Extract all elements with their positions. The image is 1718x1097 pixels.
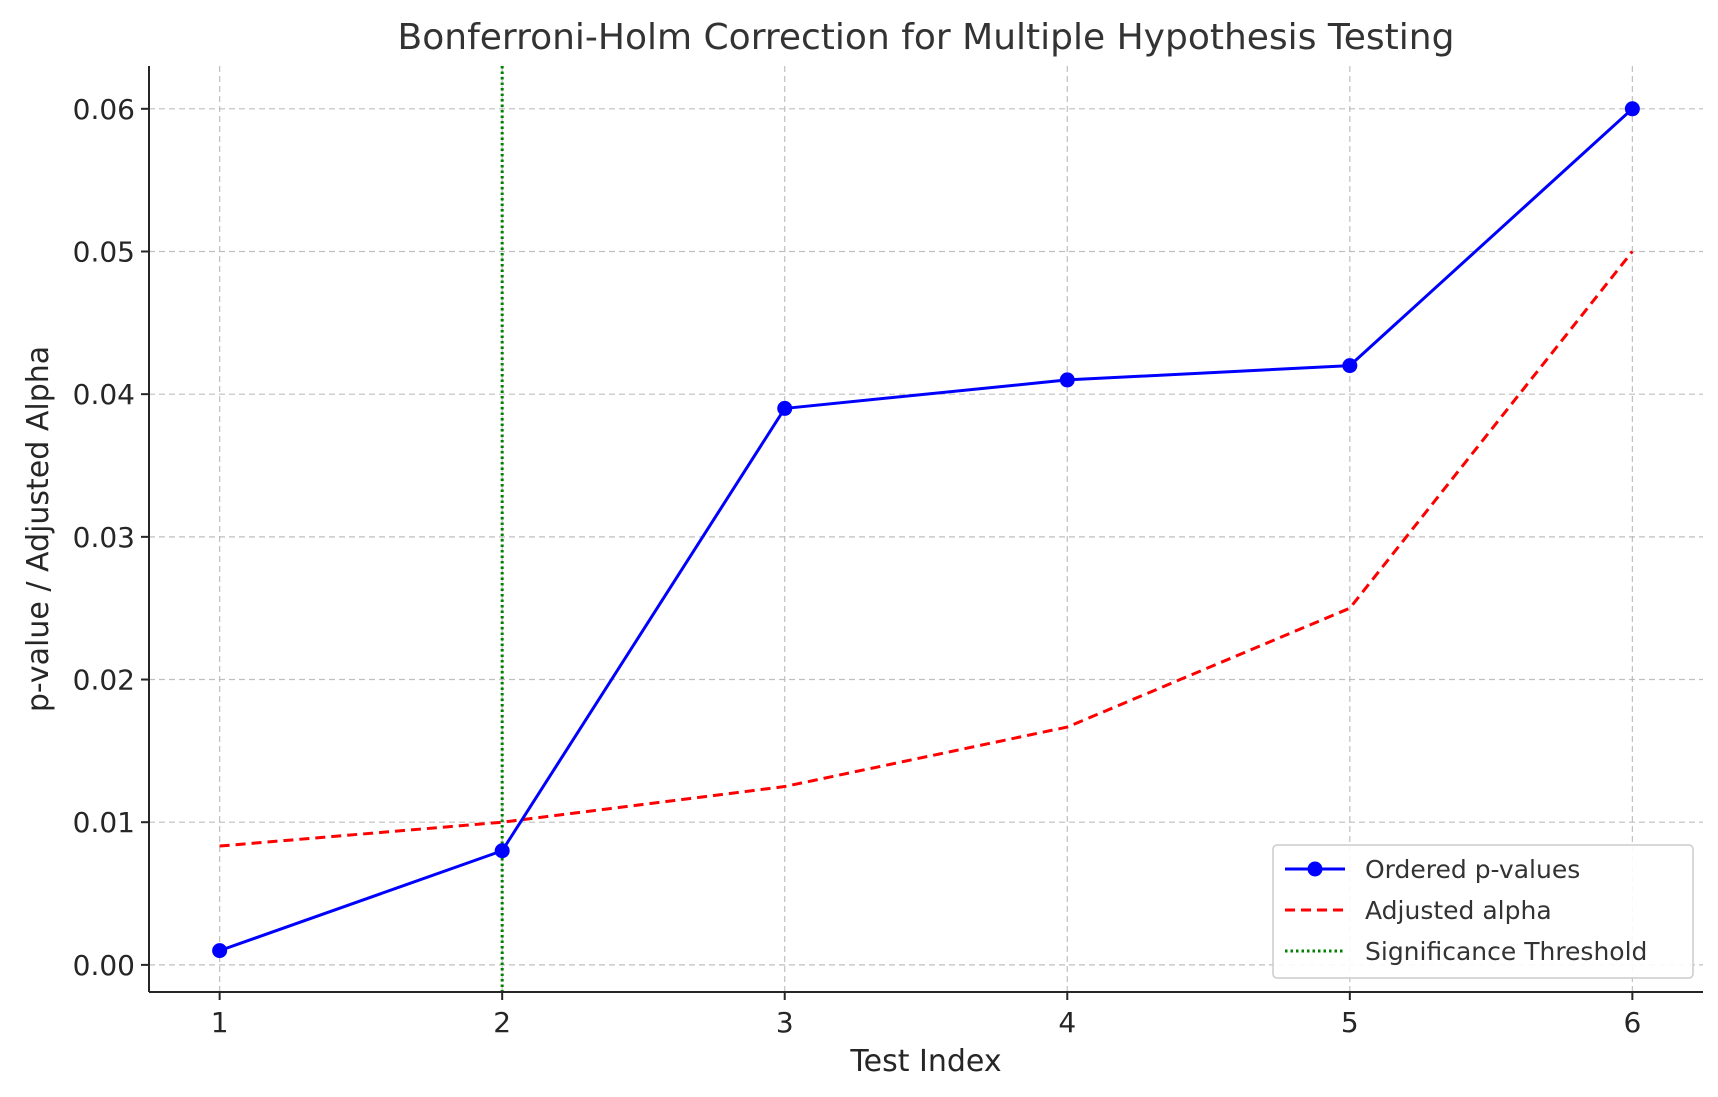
ordered-p-values-point [212,943,228,959]
legend-label: Adjusted alpha [1365,896,1552,925]
ordered-p-values-line [219,107,1634,953]
y-tick-label: 0.06 [73,93,135,126]
legend-marker [1307,861,1323,877]
y-tick-label: 0.02 [73,664,135,697]
legend-label: Ordered p-values [1365,855,1580,884]
legend-label: Significance Threshold [1365,937,1647,966]
legend-box [1272,844,1694,979]
y-axis-title: p-value / Adjusted Alpha [21,346,56,712]
y-tick-label: 0.05 [73,235,135,268]
x-tick-label: 1 [211,1006,229,1039]
ticks: 1 2 3 4 5 6 0.00 0.01 0.02 0.03 0.04 0.05 0.06 [73,93,1642,1039]
y-tick-label: 0.04 [73,378,135,411]
ordered-p-values-point [1624,101,1640,117]
ordered-p-values-point [1059,372,1075,388]
x-tick-label: 4 [1058,1006,1076,1039]
x-tick-label: 5 [1341,1006,1359,1039]
ordered-p-values-point [777,400,793,416]
y-tick-label: 0.01 [73,806,135,839]
adjusted-alpha-line [219,250,1634,848]
x-axis-title: Test Index [849,1044,1001,1079]
axes [148,66,1703,993]
chart-title: Bonferroni-Holm Correction for Multiple … [398,17,1455,58]
data-series [212,101,1640,959]
x-tick-label: 2 [493,1006,511,1039]
legend: Ordered p-values Adjusted alpha Significan… [1272,844,1694,979]
ordered-p-values-point [494,843,510,859]
x-tick-label: 6 [1623,1006,1641,1039]
x-tick-label: 3 [776,1006,794,1039]
y-tick-label: 0.00 [73,949,135,982]
y-tick-label: 0.03 [73,521,135,554]
ordered-p-values-point [1342,358,1358,374]
